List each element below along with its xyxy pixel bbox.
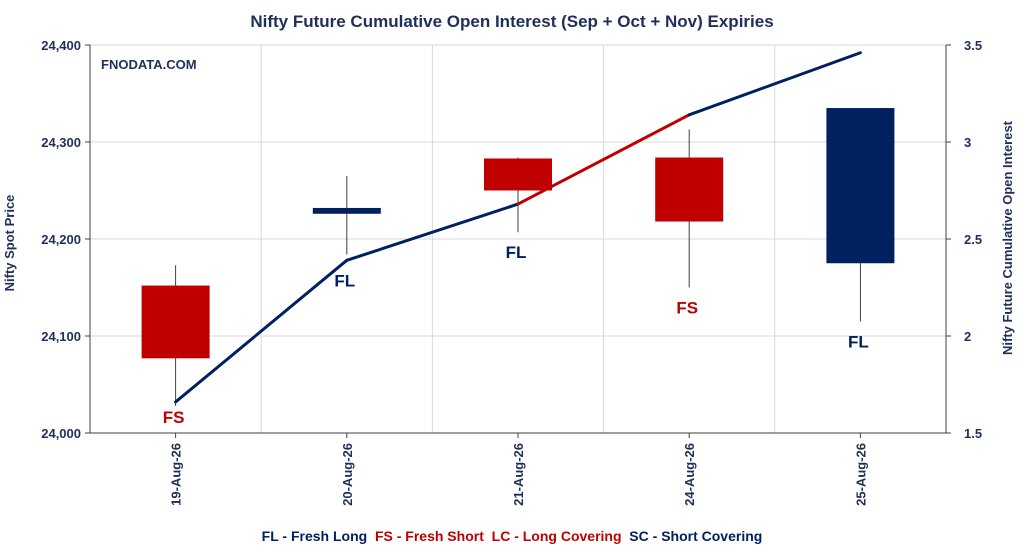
- left-tick-label: 24,300: [41, 135, 81, 150]
- x-tick-label: 21-Aug-26: [511, 443, 526, 506]
- x-tick-label: 20-Aug-26: [340, 443, 355, 506]
- signal-label: FS: [163, 408, 185, 427]
- right-tick-label: 3: [964, 135, 971, 150]
- legend-item: LC - Long Covering: [484, 528, 622, 544]
- gridlines: [90, 44, 946, 433]
- legend-item: FS - Fresh Short: [367, 528, 484, 544]
- signal-label: FL: [848, 332, 869, 351]
- candle-body: [655, 157, 724, 222]
- candle-body: [826, 108, 895, 264]
- watermark: FNODATA.COM: [101, 57, 197, 72]
- x-tick-label: 24-Aug-26: [682, 443, 697, 506]
- left-tick-label: 24,000: [41, 426, 81, 441]
- legend-item: FL - Fresh Long: [262, 528, 368, 544]
- left-tick-label: 24,200: [41, 232, 81, 247]
- candle-body: [484, 158, 552, 191]
- legend-text: FL - Fresh Long FS - Fresh Short LC - Lo…: [262, 528, 763, 544]
- signal-label: FL: [334, 271, 355, 290]
- open-interest-segment: [174, 258, 349, 404]
- open-interest-line: [174, 51, 862, 404]
- signal-labels: FS FL FL FS FL: [163, 243, 869, 427]
- right-tick-label: 3.5: [964, 38, 982, 53]
- chart-title: Nifty Future Cumulative Open Interest (S…: [250, 12, 773, 31]
- candle-body: [141, 285, 210, 359]
- open-interest-segment: [345, 202, 520, 262]
- legend-item: SC - Short Covering: [622, 528, 763, 544]
- open-interest-segment: [687, 51, 862, 117]
- right-tick-label: 1.5: [964, 426, 982, 441]
- right-y-axis: 1.5 2 2.5 3 3.5: [945, 38, 982, 441]
- open-interest-segment: [516, 113, 691, 206]
- left-tick-label: 24,400: [41, 38, 81, 53]
- x-axis: 19-Aug-26 20-Aug-26 21-Aug-26 24-Aug-26 25-A…: [90, 432, 946, 506]
- right-tick-label: 2.5: [964, 232, 982, 247]
- signal-label: FS: [676, 299, 698, 318]
- legend: FL - Fresh Long FS - Fresh Short LC - Lo…: [262, 528, 763, 544]
- signal-label: FL: [506, 243, 527, 262]
- candle-body: [312, 207, 381, 214]
- right-axis-title: Nifty Future Cumulative Open Interest: [1000, 120, 1015, 355]
- candlesticks: [141, 108, 895, 406]
- right-tick-label: 2: [964, 329, 971, 344]
- left-y-axis: 24,000 24,100 24,200 24,300 24,400: [41, 38, 91, 441]
- x-tick-label: 19-Aug-26: [169, 443, 184, 506]
- x-tick-label: 25-Aug-26: [853, 443, 868, 506]
- left-tick-label: 24,100: [41, 329, 81, 344]
- left-axis-title: Nifty Spot Price: [2, 195, 17, 292]
